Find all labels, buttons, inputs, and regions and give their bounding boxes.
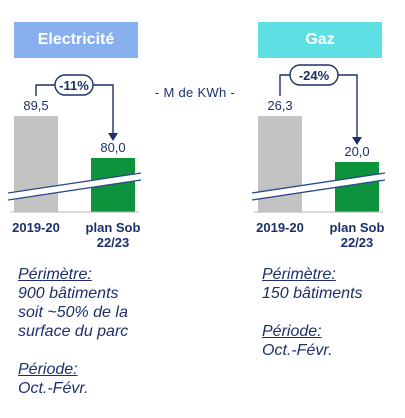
electricite-header: Electricité: [14, 22, 138, 58]
gaz-change-label: -24%: [299, 68, 330, 83]
gaz-header: Gaz: [258, 22, 382, 58]
elec-axis-break-line: [7, 179, 142, 201]
gaz-category-label: 22/23: [341, 235, 374, 250]
elec-category-label: 22/23: [97, 235, 130, 250]
gaz-category-label: 2019-20: [256, 220, 304, 235]
gaz-arrowhead: [352, 137, 362, 145]
elec-value-label: 80,0: [100, 140, 125, 155]
elec-periode-label: Période:: [18, 361, 78, 378]
unit-label: - M de KWh -: [154, 85, 236, 100]
elec-notes: Périmètre: 900 bâtiments soit ~50% de la…: [18, 265, 128, 398]
elec-category-label: plan Sob: [86, 220, 141, 235]
gaz-perimetre-value: 150 bâtiments: [262, 285, 363, 302]
elec-perimetre-label: Périmètre:: [18, 266, 92, 283]
elec-perimetre-line: 900 bâtiments: [18, 285, 119, 302]
elec-value-label: 89,5: [23, 98, 48, 113]
gaz-periode-label: Période:: [262, 323, 322, 340]
elec-arrowhead: [108, 133, 118, 141]
elec-axis-break-line: [7, 172, 142, 194]
gaz-perimetre-label: Périmètre:: [262, 266, 336, 283]
gaz-axis-break-line: [251, 179, 386, 201]
gaz-periode-value: Oct.-Févr.: [262, 342, 333, 359]
gaz-value-label: 20,0: [344, 144, 369, 159]
elec-periode-value: Oct.-Févr.: [18, 380, 89, 397]
gaz-axis-break: [252, 173, 385, 200]
elec-change-label: -11%: [59, 78, 89, 93]
gaz-axis-break-line: [251, 172, 386, 194]
gaz-value-label: 26,3: [267, 98, 292, 113]
elec-perimetre-line: surface du parc: [18, 323, 129, 340]
elec-axis-break: [8, 173, 141, 200]
elec-category-label: 2019-20: [12, 220, 60, 235]
gaz-notes: Périmètre: 150 bâtiments Période: Oct.-F…: [262, 265, 363, 360]
elec-perimetre-line: soit ~50% de la: [18, 304, 128, 321]
elec-change-badge: [54, 74, 94, 96]
gaz-category-label: plan Sob: [330, 220, 385, 235]
gaz-change-badge: [289, 64, 339, 86]
